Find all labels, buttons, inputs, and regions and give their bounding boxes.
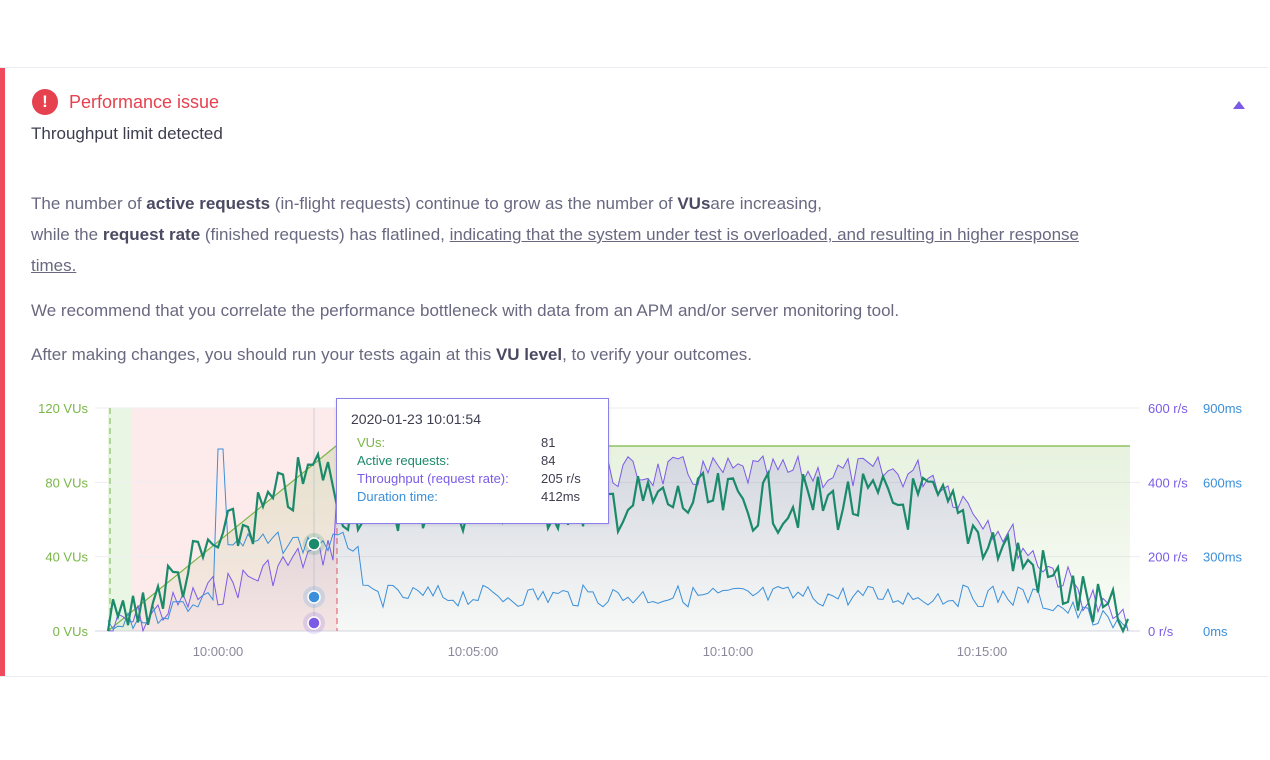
text-segment: After making changes, you should run you… — [31, 345, 496, 364]
tooltip-value: 81 — [541, 435, 556, 450]
text-segment: (in-flight requests) continue to grow as… — [270, 194, 678, 213]
duration-point — [307, 590, 321, 604]
x-tick-label: 10:10:00 — [703, 644, 754, 659]
text-segment: (finished requests) has flatlined, — [200, 225, 450, 244]
y-throughput-tick-label: 200 r/s — [1148, 550, 1188, 565]
y-duration-tick-label: 900ms — [1203, 401, 1243, 416]
vu-level-term: VU level — [495, 345, 563, 364]
exclamation-icon: ! — [32, 89, 58, 115]
alert-subtitle: Throughput limit detected — [31, 124, 223, 143]
tooltip-row-throughput: Throughput (request rate): 205 r/s — [357, 471, 597, 486]
y-throughput-tick-label: 400 r/s — [1148, 475, 1188, 490]
alert-accent-bar — [0, 68, 5, 676]
tooltip-row-active-requests: Active requests: 84 — [357, 453, 597, 468]
throughput-chart[interactable]: 120 VUs 80 VUs 40 VUs 0 VUs 600 r/s 400 r/s 20… — [0, 393, 1268, 676]
active-requests-line — [106, 450, 1130, 634]
tooltip-value: 205 r/s — [541, 471, 581, 486]
y-duration-tick-label: 300ms — [1203, 550, 1243, 565]
retest-advice: After making changes, you should run you… — [31, 339, 752, 370]
x-tick-label: 10:15:00 — [957, 644, 1008, 659]
tooltip-label: Throughput (request rate): — [357, 471, 509, 486]
ramp-start-region — [108, 408, 132, 631]
y-throughput-tick-label: 0 r/s — [1148, 624, 1174, 639]
collapse-chevron-icon[interactable] — [1232, 100, 1246, 110]
text-segment: are increasing, — [710, 194, 822, 213]
request-rate-term: request rate — [102, 225, 201, 244]
y-left-tick-label: 0 VUs — [53, 624, 89, 639]
text-segment: , to verify your outcomes. — [562, 345, 752, 364]
overloaded-explanation-link[interactable]: indicating that the system under test is… — [449, 225, 1079, 244]
y-left-tick-label: 80 VUs — [45, 475, 88, 490]
y-left-tick-label: 120 VUs — [38, 401, 88, 416]
vus-term: VUs — [677, 194, 711, 213]
active-requests-point — [307, 537, 321, 551]
y-throughput-tick-label: 600 r/s — [1148, 401, 1188, 416]
tooltip-label: Duration time: — [357, 489, 438, 504]
performance-issue-card: ! Performance issue Throughput limit det… — [0, 67, 1268, 677]
tooltip-label: Active requests: — [357, 453, 450, 468]
description-line-2: while the request rate (finished request… — [31, 219, 1181, 281]
text-segment: while the — [31, 225, 103, 244]
chart-tooltip: 2020-01-23 10:01:54 VUs: 81 Active reque… — [336, 398, 609, 524]
recommendation-text: We recommend that you correlate the perf… — [31, 301, 900, 320]
tooltip-label: VUs: — [357, 435, 386, 450]
active-requests-term: active requests — [146, 194, 271, 213]
description-line-1: The number of active requests (in-flight… — [31, 188, 822, 219]
throughput-point — [307, 616, 321, 630]
duration-line — [107, 448, 1129, 630]
overloaded-explanation-link-cont[interactable]: times. — [31, 256, 77, 275]
text-segment: The number of — [31, 194, 147, 213]
tooltip-value: 84 — [541, 453, 556, 468]
y-duration-tick-label: 600ms — [1203, 475, 1243, 490]
alert-header: ! Performance issue — [32, 89, 219, 115]
tooltip-value: 412ms — [541, 489, 581, 504]
tooltip-row-duration: Duration time: 412ms — [357, 489, 597, 504]
tooltip-row-vus: VUs: 81 — [357, 435, 597, 450]
tooltip-timestamp: 2020-01-23 10:01:54 — [351, 411, 481, 427]
y-duration-tick-label: 0ms — [1203, 624, 1228, 639]
alert-title: Performance issue — [69, 91, 220, 112]
x-tick-label: 10:00:00 — [193, 644, 244, 659]
x-tick-label: 10:05:00 — [448, 644, 499, 659]
y-left-tick-label: 40 VUs — [45, 550, 88, 565]
